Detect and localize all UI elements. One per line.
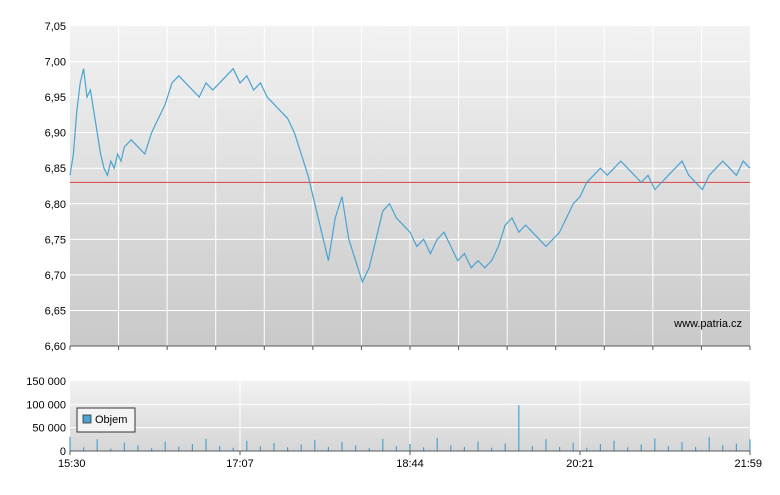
price-y-tick-label: 6,70 [45,270,66,282]
volume-bar [382,438,384,451]
volume-bar [531,445,533,451]
volume-x-tick-label: 20:21 [566,458,594,470]
volume-bar [667,446,669,451]
volume-bar [69,437,71,451]
volume-bar [314,439,316,451]
volume-bar [681,442,683,451]
volume-bar [327,446,329,451]
price-y-tick-label: 6,85 [45,163,66,175]
volume-bar [110,448,112,451]
volume-bar [572,442,574,451]
volume-bar [640,444,642,451]
volume-bar [368,448,370,451]
volume-bar [137,445,139,451]
legend-swatch-icon [82,414,92,424]
volume-bar [300,444,302,451]
price-panel: 6,60 6,65 6,70 6,75 6,80 6,85 6,90 6,95 7,00 7,05… [45,21,751,353]
volume-grid [70,381,750,451]
price-y-axis: 6,60 6,65 6,70 6,75 6,80 6,85 6,90 6,95 7,00 7,05 [45,21,66,353]
volume-bar [423,447,425,451]
volume-bar [287,447,289,451]
volume-x-axis: 15:30 17:07 18:44 20:21 21:59 [58,451,762,470]
volume-bar [259,446,261,451]
volume-bar [586,447,588,451]
volume-bar [559,446,561,451]
volume-bar [518,405,520,451]
volume-bar [96,439,98,451]
volume-bar [232,447,234,451]
volume-bar [504,443,506,451]
volume-y-tick-label: 0 [60,446,66,458]
volume-bar [355,445,357,451]
volume-bar [151,448,153,451]
volume-y-tick-label: 100 000 [26,399,66,411]
legend-label: Objem [95,414,127,426]
price-x-axis-ticks [69,346,751,350]
volume-x-tick-label: 17:07 [226,458,254,470]
volume-x-tick-label: 21:59 [734,458,762,470]
price-y-tick-label: 7,05 [45,21,66,33]
volume-bar [273,443,275,451]
volume-y-axis: 0 50 000 100 000 150 000 [26,376,66,458]
volume-bar [491,447,493,451]
volume-bar [450,445,452,451]
volume-bar [205,438,207,451]
price-y-tick-label: 6,90 [45,128,66,140]
volume-bar [246,440,248,451]
price-y-tick-label: 6,65 [45,305,66,317]
volume-bar [341,442,343,451]
price-y-tick-label: 6,95 [45,92,66,104]
volume-y-tick-label: 50 000 [32,423,66,435]
volume-bar [436,437,438,451]
legend: Objem [76,407,136,433]
volume-bar [708,437,710,451]
volume-bar [123,442,125,451]
volume-bar [164,441,166,451]
volume-bar [463,446,465,451]
volume-bar [219,445,221,451]
volume-bar [191,444,193,451]
volume-bar [599,444,601,451]
volume-bar [695,446,697,451]
volume-bar [722,445,724,451]
volume-y-tick-label: 150 000 [26,376,66,388]
volume-bars [69,405,751,451]
volume-x-tick-label: 18:44 [396,458,424,470]
volume-bar [477,441,479,451]
price-y-tick-label: 6,75 [45,234,66,246]
watermark-text: www.patria.cz [673,318,742,330]
price-y-tick-label: 7,00 [45,57,66,69]
price-grid [70,26,750,346]
volume-bar [627,447,629,451]
volume-bar [654,438,656,451]
volume-panel: 0 50 000 100 000 150 000 15:30 17:07 18:44 20:… [26,376,762,470]
price-y-tick-label: 6,60 [45,341,66,353]
volume-bar [613,440,615,451]
volume-x-tick-label: 15:30 [58,458,86,470]
price-series-line [69,67,751,284]
volume-bar [409,444,411,451]
volume-bar [178,446,180,451]
volume-bar [395,446,397,451]
volume-bar [749,439,751,451]
price-y-tick-label: 6,80 [45,199,66,211]
volume-bar [735,443,737,451]
volume-bar [545,439,547,451]
volume-bar [83,447,85,451]
